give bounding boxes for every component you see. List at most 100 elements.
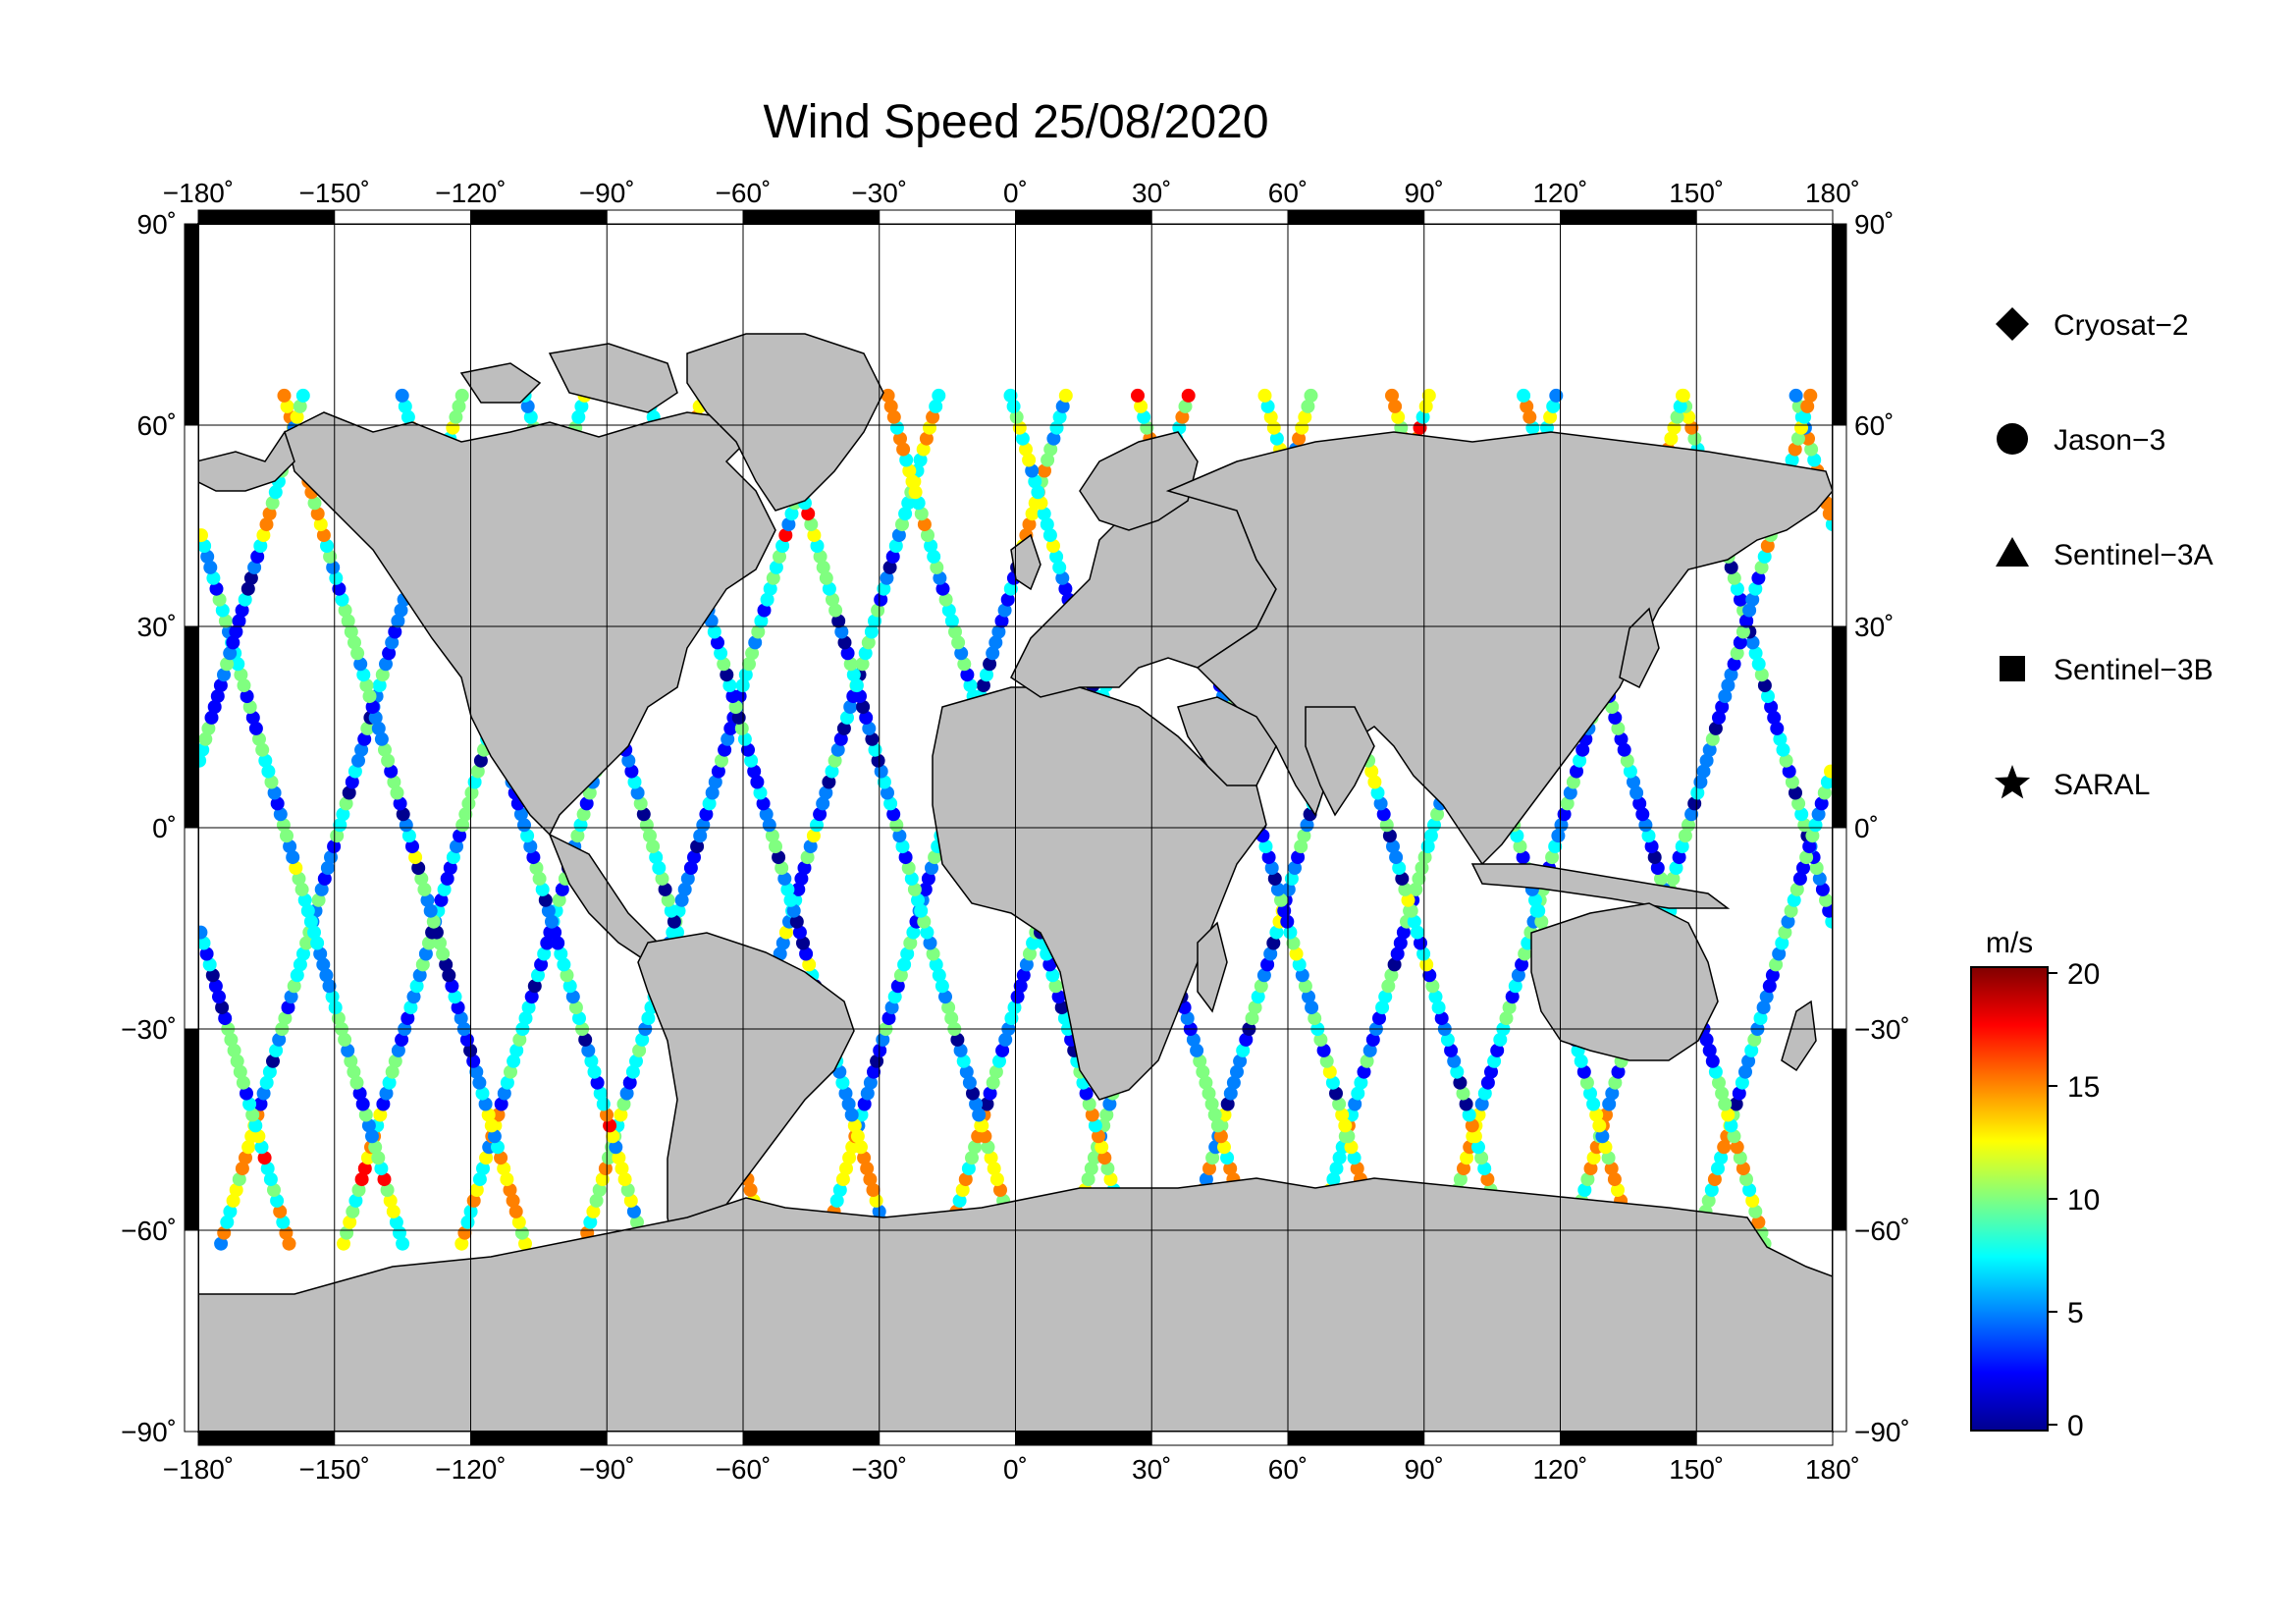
track-point [380, 1183, 395, 1197]
track-point [1468, 1129, 1482, 1144]
track-point [282, 1236, 296, 1251]
frame-band-bottom [1150, 1431, 1289, 1446]
track-point [276, 818, 291, 833]
track-point [932, 968, 946, 983]
track-point [958, 1172, 973, 1187]
lon-tick-label-bottom: −30˚ [851, 1454, 907, 1485]
lon-tick-label-top: 150˚ [1669, 178, 1724, 208]
track-point [338, 603, 352, 618]
track-point [831, 614, 846, 628]
land-new-zealand [1781, 1000, 1817, 1072]
diamond-icon [1996, 307, 2029, 341]
track-point [783, 893, 798, 907]
track-point [227, 1043, 241, 1057]
track-point [347, 635, 361, 650]
track-point [612, 1151, 626, 1165]
lat-tick-label-left: −90˚ [121, 1417, 177, 1447]
track-point [290, 968, 304, 983]
track-point [1360, 1054, 1374, 1068]
track-point [772, 850, 786, 865]
track-point [537, 947, 552, 961]
track-point [455, 818, 470, 833]
track-point [223, 646, 238, 661]
track-point [908, 485, 923, 500]
track-point [1735, 624, 1750, 639]
lon-tick-label-bottom: −150˚ [299, 1454, 370, 1485]
track-point [984, 1151, 998, 1165]
land-arctic-islands [548, 343, 678, 413]
frame-band-top [742, 209, 881, 225]
track-point [1734, 592, 1747, 607]
track-point [1508, 979, 1522, 994]
track-point [1297, 829, 1311, 843]
track-point [1233, 1054, 1248, 1068]
track-point [1727, 570, 1741, 585]
land-greenland [686, 333, 884, 512]
track-point [232, 614, 246, 628]
track-point [579, 796, 594, 811]
track-point [602, 1151, 615, 1165]
track-point [1712, 710, 1726, 725]
track-point [248, 1118, 263, 1133]
track-point [1499, 1011, 1514, 1026]
track-point [198, 753, 207, 768]
track-point [838, 1086, 853, 1101]
track-point [606, 1129, 620, 1144]
track-point [215, 1001, 230, 1015]
track-point [242, 700, 257, 714]
frame-band-left [184, 424, 199, 627]
track-point [813, 549, 828, 564]
track-point [1790, 431, 1805, 446]
track-point [893, 968, 908, 983]
track-point [1576, 1064, 1591, 1079]
track-point [1751, 1215, 1766, 1229]
track-point [396, 1236, 410, 1251]
frame-band-bottom [197, 1431, 336, 1446]
track-point [830, 742, 845, 757]
track-point [1809, 861, 1824, 875]
track-point [1052, 560, 1067, 574]
track-point [1477, 1162, 1492, 1176]
track-point [198, 539, 212, 553]
track-point [1308, 1011, 1322, 1026]
track-point [335, 592, 349, 607]
track-point [1687, 796, 1702, 811]
track-point [1102, 1097, 1117, 1111]
track-point [1217, 1140, 1231, 1155]
track-point [898, 850, 913, 865]
track-point [636, 807, 651, 822]
track-point [1704, 1183, 1719, 1197]
track-point [1322, 1064, 1337, 1079]
track-point [928, 850, 942, 865]
legend-label: Sentinel−3A [2054, 539, 2214, 571]
track-point [923, 936, 937, 950]
track-point [534, 957, 549, 972]
track-point [1286, 936, 1301, 950]
track-point [760, 592, 774, 607]
track-point [1575, 742, 1590, 757]
track-point [259, 1075, 274, 1090]
track-point [819, 785, 833, 800]
track-point [780, 882, 795, 896]
track-point [1103, 1172, 1118, 1187]
track-point [469, 1064, 484, 1079]
track-point [429, 925, 444, 940]
track-point [794, 871, 809, 886]
track-point [479, 1151, 494, 1165]
track-point [408, 850, 423, 865]
track-point [1304, 388, 1318, 403]
track-point [1753, 1011, 1768, 1026]
track-point [829, 1193, 844, 1208]
track-point [1264, 861, 1279, 875]
track-point [1412, 871, 1426, 886]
track-point [218, 614, 233, 628]
track-point [941, 603, 956, 618]
track-point [360, 721, 375, 735]
track-point [403, 1001, 418, 1015]
track-point [1427, 818, 1441, 833]
track-point [394, 603, 408, 618]
lat-tick-label-right: −30˚ [1854, 1014, 1910, 1045]
track-point [347, 1064, 361, 1079]
track-point [1409, 882, 1423, 896]
track-point [1819, 893, 1833, 907]
